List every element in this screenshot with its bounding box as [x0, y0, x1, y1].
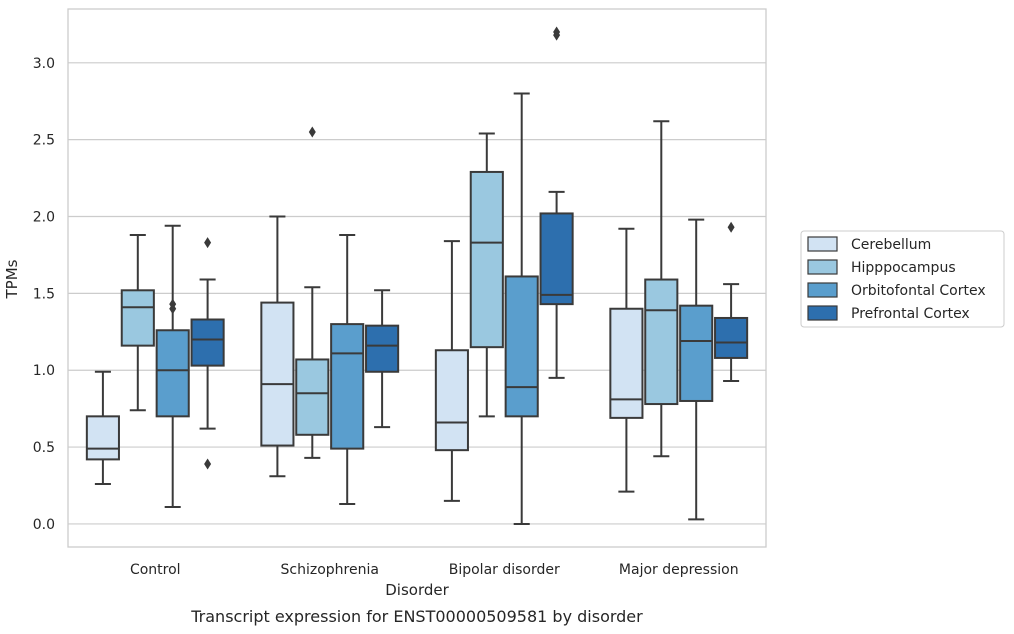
legend-label: Cerebellum: [851, 237, 931, 253]
legend-swatch: [807, 259, 838, 275]
box-iqr: [120, 289, 155, 347]
box-iqr: [365, 324, 400, 373]
outlier-point: [204, 458, 212, 470]
outlier-point: [308, 126, 316, 138]
box-iqr: [85, 415, 120, 461]
legend-frame: [800, 230, 1005, 328]
box-2-0: [155, 224, 190, 509]
legend-swatch: [807, 305, 838, 321]
box-3-1: [365, 289, 400, 429]
x-tick-label: Major depression: [619, 562, 739, 578]
box-iqr: [190, 318, 225, 367]
box-1-0: [120, 233, 155, 412]
box-iqr: [539, 212, 574, 306]
y-tick-label: 2.0: [33, 210, 55, 226]
legend-label: Orbitofontal Cortex: [851, 283, 986, 299]
box-iqr: [679, 304, 714, 402]
box-2-1: [330, 233, 365, 505]
y-axis-label: TPMs: [3, 259, 21, 299]
box-iqr: [260, 301, 295, 447]
box-0-3: [609, 227, 644, 493]
box-1-3: [644, 120, 679, 458]
y-axis-ticks: 0.0 0.5 1.0 1.5 2.0 2.5 3.0: [33, 56, 55, 533]
y-tick-label: 2.5: [33, 133, 55, 149]
y-tick-label: 3.0: [33, 56, 55, 72]
outlier-point: [169, 298, 177, 310]
y-tick-label: 1.0: [33, 363, 55, 379]
x-tick-label: Control: [130, 562, 181, 578]
plot-frame: [67, 8, 767, 548]
legend-swatch: [807, 236, 838, 252]
box-1-1: [295, 126, 330, 459]
legend-swatch: [807, 282, 838, 298]
box-3-0: [190, 237, 225, 470]
box-2-2: [504, 92, 539, 525]
box-iqr: [644, 278, 679, 406]
box-iqr: [434, 349, 469, 452]
box-iqr: [155, 329, 190, 418]
y-tick-label: 0.0: [33, 517, 55, 533]
box-2-3: [679, 218, 714, 521]
box-0-0: [85, 370, 120, 485]
box-iqr: [504, 275, 539, 418]
box-iqr: [330, 323, 365, 450]
box-3-3: [714, 221, 749, 382]
box-iqr: [295, 358, 330, 436]
box-1-2: [469, 132, 504, 418]
legend: Cerebellum Hipppocampus Orbitofontal Corte…: [800, 230, 1005, 328]
box-3-2: [539, 26, 574, 379]
legend-label: Prefrontal Cortex: [851, 306, 970, 322]
box-plots: [85, 26, 749, 525]
chart-caption: Transcript expression for ENST0000050958…: [190, 607, 643, 626]
x-tick-label: Bipolar disorder: [449, 562, 560, 578]
x-axis-label: Disorder: [385, 581, 449, 599]
x-axis-ticks: Control Schizophrenia Bipolar disorder Majo…: [130, 562, 739, 578]
legend-label: Hipppocampus: [851, 260, 956, 276]
box-iqr: [469, 170, 504, 349]
outlier-point: [553, 26, 561, 38]
outlier-point: [727, 221, 735, 233]
box-0-2: [434, 240, 469, 502]
y-tick-label: 0.5: [33, 440, 55, 456]
outlier-point: [204, 237, 212, 249]
box-0-1: [260, 215, 295, 478]
y-tick-label: 1.5: [33, 286, 55, 302]
x-tick-label: Schizophrenia: [281, 562, 379, 578]
box-iqr: [714, 316, 749, 359]
box-iqr: [609, 307, 644, 419]
